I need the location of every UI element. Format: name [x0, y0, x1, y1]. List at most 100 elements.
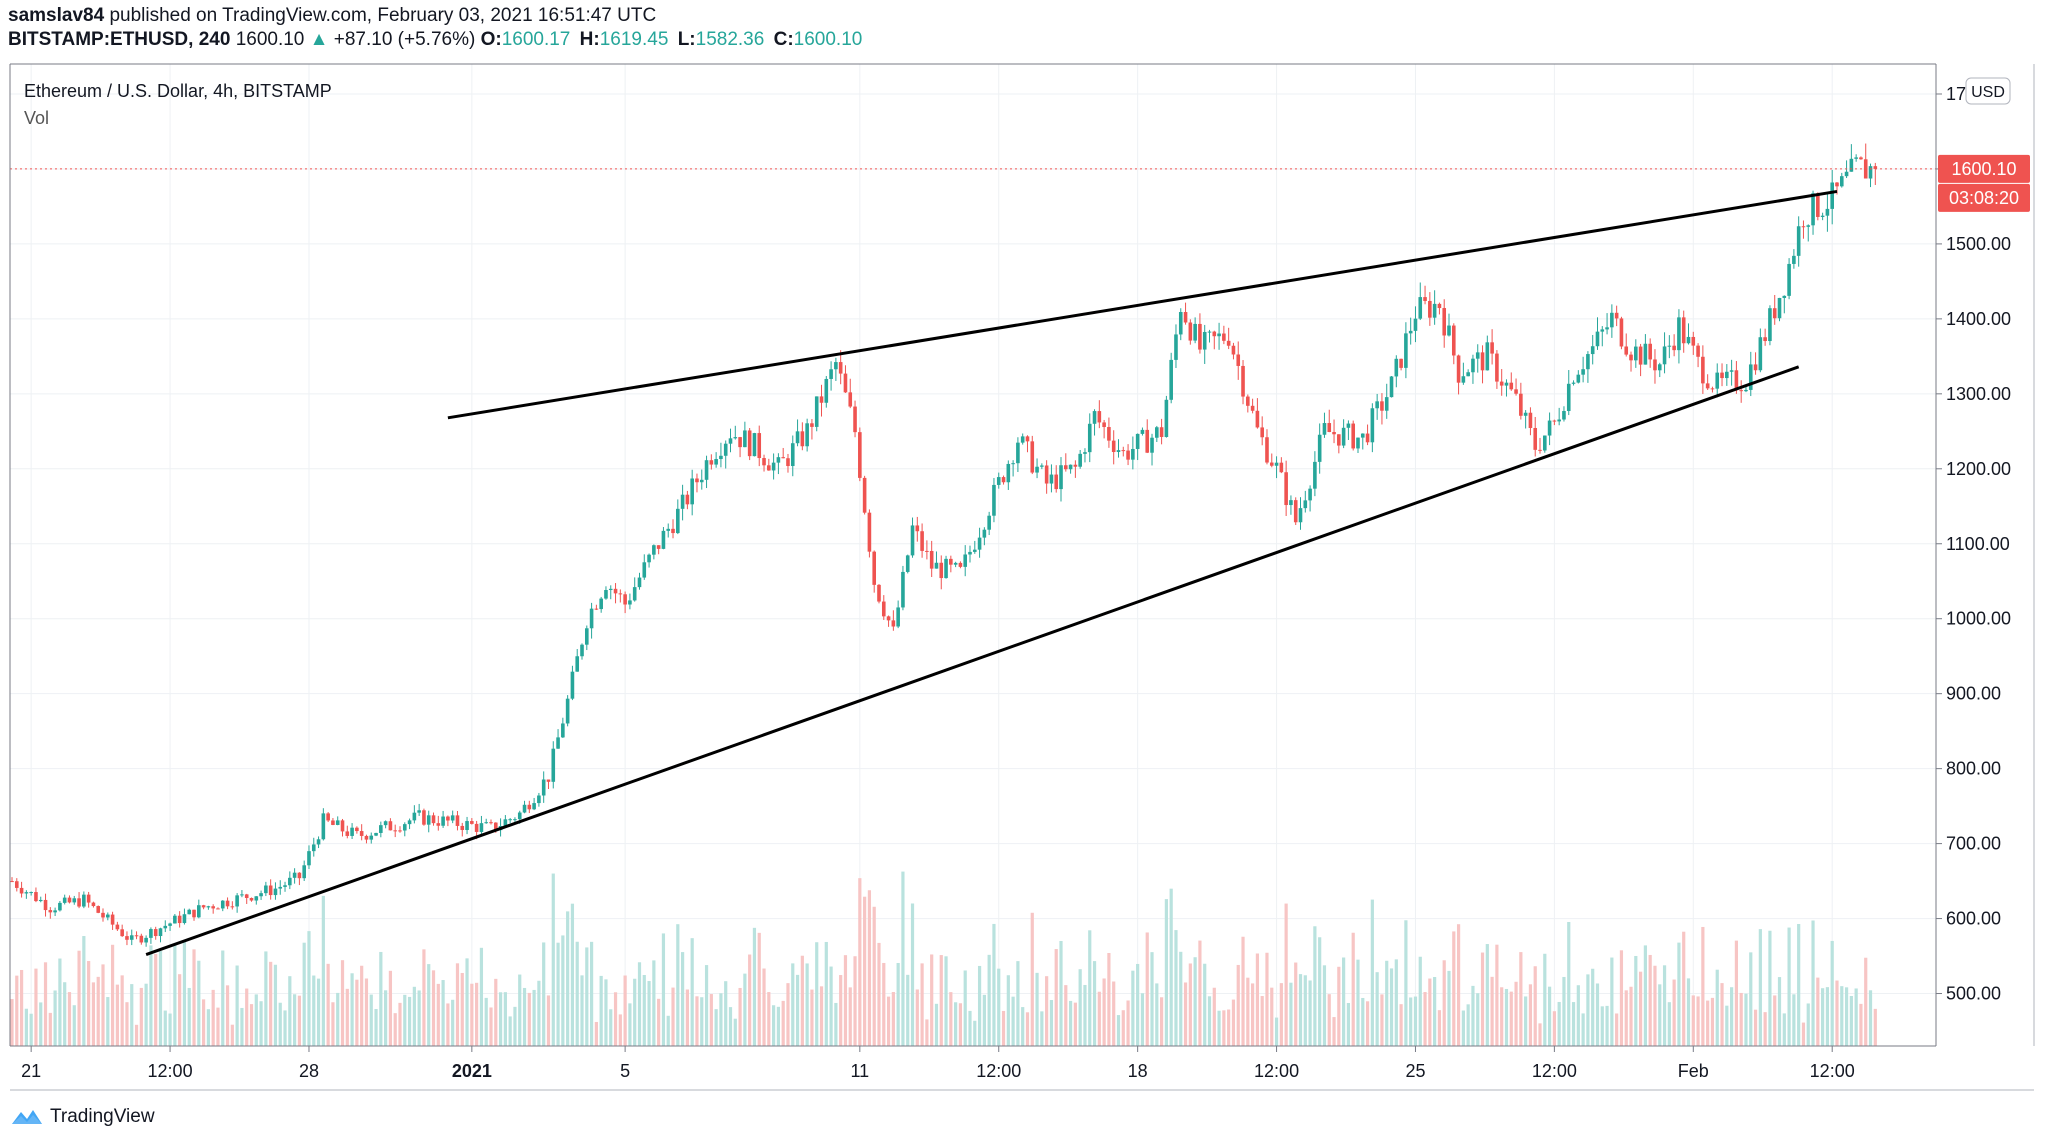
- candle-body: [944, 558, 948, 579]
- candle-body: [1734, 370, 1739, 391]
- close-value: 1600.10: [793, 29, 863, 50]
- candle-body: [1135, 433, 1140, 449]
- volume-bar: [661, 933, 666, 1046]
- volume-bar: [973, 1020, 977, 1046]
- candle-body: [541, 779, 546, 796]
- volume-bar: [87, 961, 91, 1046]
- candle-body: [426, 815, 431, 825]
- y-tick-label: 1100.00: [1946, 534, 2010, 554]
- volume-bar: [144, 983, 148, 1046]
- volume-bar: [1753, 1009, 1758, 1046]
- candle-body: [767, 465, 771, 471]
- publisher-name[interactable]: samslav84: [8, 5, 105, 26]
- volume-bar: [532, 989, 536, 1046]
- volume-bar: [695, 996, 699, 1046]
- candle-body: [575, 656, 580, 672]
- candle-body: [1792, 255, 1796, 264]
- volume-bar: [1092, 961, 1097, 1046]
- volume-bar: [1318, 937, 1322, 1046]
- candle-body: [1327, 423, 1332, 432]
- candle-body: [1212, 331, 1217, 337]
- volume-bar: [1375, 972, 1379, 1046]
- volume-bar: [77, 950, 81, 1046]
- volume-bar: [1476, 993, 1480, 1046]
- candle-body: [532, 803, 536, 810]
- candle-body: [613, 588, 618, 594]
- candle-body: [733, 437, 738, 439]
- candle-body: [829, 369, 833, 379]
- volume-bar: [120, 975, 124, 1046]
- candle-body: [1873, 166, 1878, 169]
- trendlines[interactable]: [145, 189, 1838, 956]
- y-tick-label: 500.00: [1946, 984, 2001, 1004]
- candle-body: [106, 914, 110, 918]
- candle-body: [1825, 208, 1830, 216]
- volume-bar: [762, 968, 766, 1046]
- candle-body: [987, 515, 991, 530]
- volume-bar: [997, 968, 1001, 1046]
- volume-bar: [1471, 985, 1475, 1046]
- volume-bar: [1768, 930, 1772, 1046]
- volume-bar: [1370, 899, 1374, 1046]
- volume-bar: [24, 1008, 28, 1046]
- volume-bar: [197, 960, 201, 1046]
- candle-body: [1772, 308, 1777, 319]
- volume-bar: [954, 1002, 958, 1046]
- candle-body: [278, 886, 283, 889]
- candle-body: [1763, 337, 1767, 342]
- candle-body: [446, 816, 450, 821]
- candle-body: [1504, 382, 1509, 386]
- candle-body: [1677, 317, 1681, 351]
- candle-body: [743, 430, 747, 448]
- candle-body: [527, 804, 532, 810]
- candle-body: [1461, 376, 1466, 383]
- candle-body: [1284, 472, 1288, 506]
- symbol-label[interactable]: BITSTAMP:ETHUSD, 240: [8, 29, 231, 50]
- volume-bar: [1653, 965, 1657, 1046]
- volume-bar: [1231, 999, 1236, 1046]
- volume-bar: [403, 994, 407, 1046]
- volume-bar: [1006, 975, 1010, 1046]
- candle-body: [1696, 345, 1700, 357]
- candle-body: [1768, 308, 1772, 342]
- footer-brand[interactable]: TradingView: [10, 1106, 155, 1128]
- candle-body: [331, 820, 335, 825]
- candle-body: [1322, 423, 1327, 435]
- volume-bar: [230, 1024, 234, 1046]
- candle-body: [1634, 346, 1638, 361]
- candle-body: [1495, 353, 1499, 382]
- candle-body: [1298, 508, 1303, 523]
- volume-bar: [657, 998, 661, 1046]
- volume-bar: [1389, 968, 1394, 1046]
- price-axis[interactable]: 500.00 600.00 700.00 800.00 900.00 1000.00 110…: [1936, 77, 2030, 1004]
- volume-bar: [178, 974, 182, 1046]
- candle-body: [1030, 441, 1035, 473]
- volume-bar: [321, 895, 325, 1046]
- volume-bar: [1452, 931, 1456, 1046]
- candle-body: [163, 925, 168, 929]
- volume-bar: [1183, 982, 1188, 1046]
- candle-body: [1725, 371, 1729, 379]
- candle-body: [1643, 343, 1648, 365]
- candle-body: [292, 872, 297, 878]
- volume-bar: [1672, 979, 1676, 1046]
- candle-body: [925, 550, 929, 552]
- volume-bar: [489, 1007, 493, 1046]
- volume-bar: [1145, 932, 1149, 1046]
- candle-body: [929, 550, 934, 569]
- candle-body: [38, 899, 43, 902]
- candle-body: [1739, 390, 1743, 392]
- volume-bar: [206, 1009, 210, 1046]
- volume-bar: [384, 990, 388, 1046]
- volume-bar: [1116, 1015, 1121, 1046]
- volume-bar: [1643, 945, 1647, 1046]
- volume-bar: [1289, 982, 1293, 1046]
- chart-legend: Ethereum / U.S. Dollar, 4h, BITSTAMP Vol: [24, 81, 332, 128]
- volume-bar: [1198, 940, 1202, 1046]
- candle-body: [853, 406, 857, 433]
- candle-body: [254, 896, 259, 901]
- candle-body: [1442, 308, 1447, 336]
- time-axis[interactable]: 21 12:00 28 2021 5 11 12:00 18 12:00 25 12:00 Feb 12…: [21, 1046, 1855, 1081]
- volume-bar: [1586, 974, 1590, 1046]
